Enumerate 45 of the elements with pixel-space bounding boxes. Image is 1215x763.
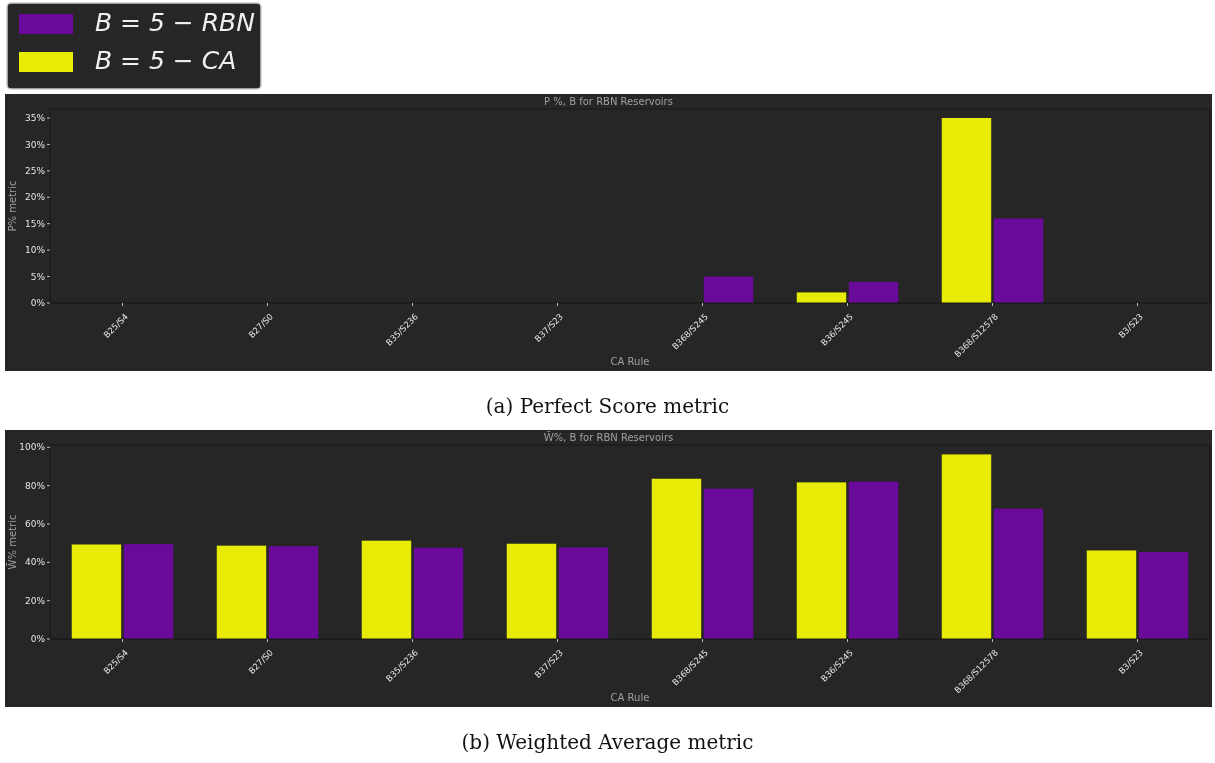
y-tick-label: 15% (24, 218, 46, 229)
text: (b) Weighted Average metric (461, 730, 754, 754)
bar (651, 478, 702, 639)
bar (123, 544, 174, 639)
chart-title: P %, B for RBN Reservoirs (544, 96, 673, 107)
y-tick-label: 60% (24, 519, 46, 530)
bar (796, 482, 847, 639)
bar (848, 481, 899, 639)
legend-label: B = 5 − RBN (95, 8, 256, 37)
bar (993, 508, 1044, 639)
y-tick-label: 35% (24, 113, 46, 124)
text: (a) Perfect Score metric (485, 394, 730, 418)
y-axis-title: W̄% metric (6, 514, 18, 570)
legend-label: B = 5 − CA (95, 46, 237, 75)
y-tick-label: 20% (24, 192, 46, 203)
bar (506, 543, 557, 639)
bar (796, 292, 847, 303)
y-tick-label: 25% (24, 166, 46, 176)
bar (703, 276, 754, 303)
x-axis-title: CA Rule (610, 356, 650, 367)
y-tick-label: 100% (19, 442, 46, 453)
y-axis-title: P% metric (7, 180, 18, 232)
y-tick-label: 5% (30, 271, 46, 282)
y-tick-label: 0% (30, 298, 46, 309)
bar (1138, 551, 1189, 639)
bar (941, 454, 992, 639)
bar (268, 546, 319, 639)
bar (993, 218, 1044, 303)
bar (703, 488, 754, 639)
bar (216, 545, 267, 639)
bar (1086, 550, 1137, 639)
bar (413, 547, 464, 639)
bar (558, 547, 609, 639)
y-tick-label: 30% (24, 139, 46, 150)
bar (361, 540, 412, 639)
bar (941, 117, 992, 303)
chart-title: W̄%, B for RBN Reservoirs (543, 431, 674, 443)
x-axis-title: CA Rule (610, 692, 650, 703)
y-tick-label: 0% (30, 634, 46, 645)
y-tick-label: 20% (24, 595, 46, 606)
bar (848, 281, 899, 303)
y-tick-label: 80% (24, 480, 46, 491)
y-tick-label: 10% (24, 245, 46, 256)
y-tick-label: 40% (24, 557, 46, 568)
bar (71, 544, 122, 639)
